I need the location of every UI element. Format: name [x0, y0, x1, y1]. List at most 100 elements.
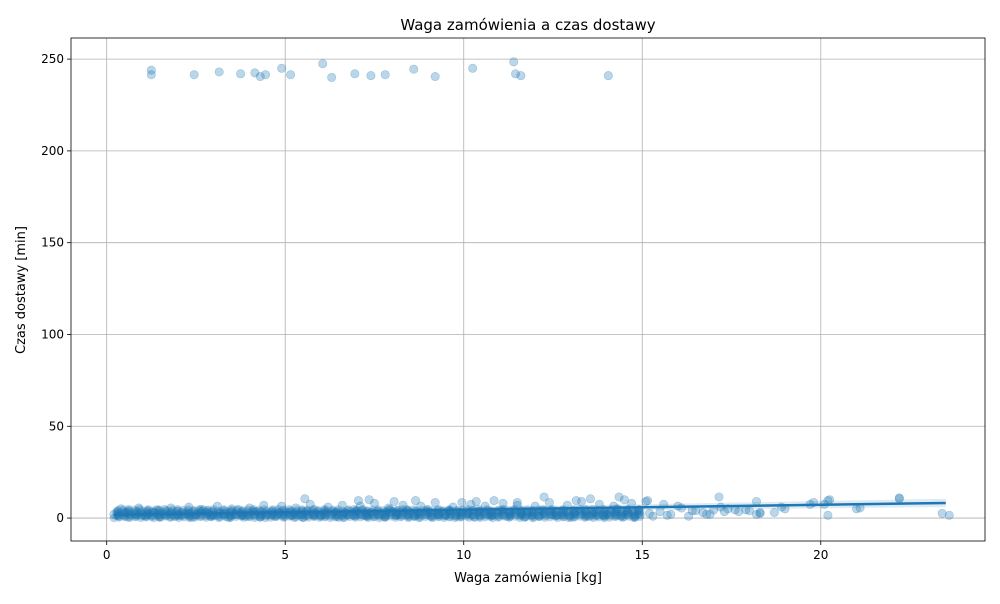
data-point [434, 510, 443, 519]
data-point [300, 494, 310, 504]
data-point [564, 513, 573, 523]
data-point [755, 508, 765, 518]
data-point [528, 513, 537, 523]
data-point [375, 512, 385, 521]
data-point [612, 510, 622, 519]
data-point [179, 513, 189, 522]
data-point [168, 505, 177, 514]
data-point [539, 508, 549, 517]
data-point [622, 507, 631, 516]
data-point [362, 511, 372, 521]
data-point [546, 511, 555, 520]
data-point [256, 512, 266, 521]
data-point [452, 511, 462, 521]
data-point [173, 505, 182, 514]
data-point [585, 494, 595, 504]
data-point [636, 510, 645, 520]
data-point [611, 510, 620, 520]
data-point [411, 496, 421, 506]
data-point [751, 509, 761, 519]
data-point [226, 513, 236, 522]
data-point [351, 513, 360, 522]
data-point [589, 513, 598, 523]
data-point [457, 497, 467, 507]
data-point [629, 511, 639, 521]
data-point [504, 509, 513, 519]
data-point [582, 507, 591, 516]
data-point [557, 511, 566, 520]
data-point [576, 512, 585, 521]
data-point [527, 512, 536, 521]
data-point [452, 510, 461, 519]
data-point [458, 509, 468, 518]
data-point [599, 512, 609, 521]
data-point [261, 513, 270, 523]
data-point [382, 510, 391, 520]
data-point [598, 510, 608, 520]
data-point [432, 511, 442, 520]
data-point [410, 512, 419, 521]
y-tick-label: 250 [41, 52, 64, 66]
data-point [393, 511, 402, 520]
data-point [405, 513, 414, 522]
data-point [250, 513, 259, 523]
data-point [220, 512, 230, 521]
data-point [603, 71, 613, 81]
data-point [684, 511, 694, 521]
x-tick-label: 20 [813, 548, 828, 562]
data-point [492, 511, 502, 520]
data-point [566, 511, 575, 520]
data-point [894, 493, 904, 503]
data-point [583, 509, 592, 518]
data-point [511, 512, 520, 521]
data-point [195, 505, 204, 514]
regression-line-group [113, 501, 946, 516]
data-point [201, 513, 211, 522]
data-point [551, 508, 561, 517]
data-point [236, 69, 246, 79]
data-point [522, 510, 532, 520]
data-point [894, 494, 904, 504]
data-point [286, 70, 296, 80]
data-point [594, 507, 604, 517]
data-point [534, 512, 544, 522]
data-point [134, 503, 144, 513]
data-point [559, 508, 568, 518]
data-point [534, 511, 544, 521]
data-point [587, 510, 597, 519]
data-point [505, 511, 514, 521]
data-point [486, 512, 495, 521]
data-point [641, 497, 651, 507]
data-point [705, 509, 715, 519]
data-point [380, 512, 390, 522]
data-point [498, 498, 508, 508]
data-point [402, 511, 412, 521]
data-point [545, 509, 554, 518]
data-point [259, 500, 269, 510]
data-point [220, 505, 229, 514]
data-point [278, 511, 287, 521]
data-point [582, 511, 591, 520]
data-point [617, 509, 627, 519]
data-point [629, 513, 638, 523]
data-point [215, 513, 225, 522]
data-point [541, 511, 550, 521]
data-point [529, 509, 538, 519]
data-point [114, 505, 123, 515]
data-point [580, 513, 589, 522]
data-point [499, 510, 508, 519]
data-point [373, 510, 382, 520]
data-point [296, 512, 306, 521]
data-point [487, 510, 497, 520]
data-point [569, 509, 578, 519]
data-point [734, 507, 744, 517]
data-point [166, 503, 176, 513]
data-point [428, 509, 437, 519]
data-point [480, 509, 489, 518]
data-point [467, 511, 477, 521]
data-point [189, 505, 199, 515]
data-point [321, 512, 331, 521]
data-point [605, 513, 614, 522]
data-point [462, 512, 471, 521]
